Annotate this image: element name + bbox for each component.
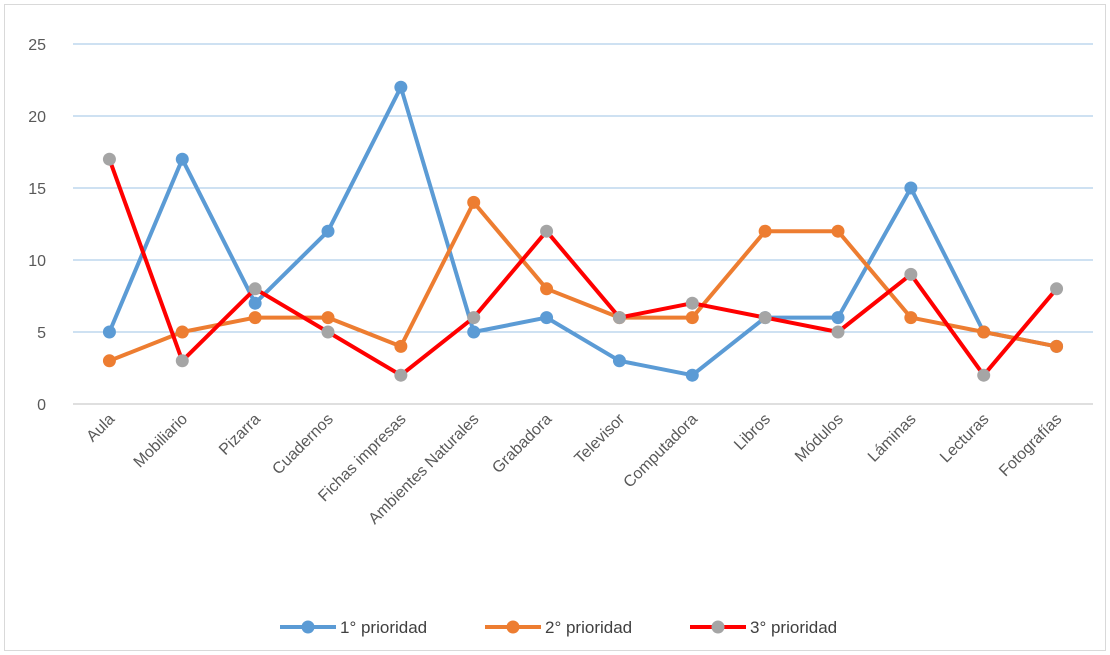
legend-item: 3° prioridad <box>690 618 837 637</box>
data-point <box>394 80 408 94</box>
data-point <box>102 152 116 166</box>
series-line <box>107 200 1059 363</box>
data-point <box>904 181 918 195</box>
data-point <box>758 311 772 325</box>
legend-marker <box>301 620 315 634</box>
x-tick-label: Aula <box>84 411 119 446</box>
legend-marker <box>506 620 520 634</box>
data-point <box>394 368 408 382</box>
legend-label: 2° prioridad <box>545 618 632 637</box>
x-tick-label: Libros <box>731 411 774 454</box>
legend: 1° prioridad 2° prioridad 3° prioridad <box>280 618 837 637</box>
data-point <box>612 311 626 325</box>
y-tick-label: 25 <box>28 37 46 54</box>
data-point <box>321 311 335 325</box>
data-point <box>467 325 481 339</box>
data-point <box>977 368 991 382</box>
data-point <box>467 195 481 209</box>
legend-item: 1° prioridad <box>280 618 427 637</box>
data-point <box>321 224 335 238</box>
data-point <box>394 339 408 353</box>
data-point <box>248 311 262 325</box>
data-point <box>102 325 116 339</box>
series-3 <box>102 152 1064 382</box>
data-point <box>685 311 699 325</box>
data-point <box>831 224 845 238</box>
gridlines <box>73 43 1093 405</box>
legend-label: 1° prioridad <box>340 618 427 637</box>
x-tick-label: Fotografías <box>996 411 1065 480</box>
data-point <box>321 325 335 339</box>
series-lines <box>102 80 1064 382</box>
x-tick-label: Módulos <box>792 411 847 466</box>
data-point <box>758 224 772 238</box>
data-point <box>248 296 262 310</box>
x-tick-label: Computadora <box>621 411 702 492</box>
data-point <box>904 311 918 325</box>
data-point <box>248 282 262 296</box>
series-2 <box>102 195 1064 368</box>
data-point <box>467 311 481 325</box>
x-tick-label: Mobiliario <box>131 411 192 472</box>
y-tick-label: 20 <box>28 109 46 126</box>
data-point <box>540 282 554 296</box>
y-tick-label: 5 <box>37 325 46 342</box>
data-point <box>612 354 626 368</box>
data-point <box>904 267 918 281</box>
x-tick-label: Cuadernos <box>269 411 336 478</box>
data-point <box>540 311 554 325</box>
series-line <box>107 157 1059 378</box>
y-tick-label: 15 <box>28 181 46 198</box>
data-point <box>540 224 554 238</box>
data-point <box>831 311 845 325</box>
data-point <box>175 354 189 368</box>
legend-label: 3° prioridad <box>750 618 837 637</box>
chart-area <box>4 4 1106 651</box>
data-point <box>977 325 991 339</box>
data-point <box>831 325 845 339</box>
x-tick-label: Lecturas <box>937 411 992 466</box>
legend-marker <box>711 620 725 634</box>
x-tick-label: Láminas <box>865 411 920 466</box>
y-tick-label: 0 <box>37 397 46 414</box>
data-point <box>1050 339 1064 353</box>
series-line <box>107 85 1059 378</box>
data-point <box>175 325 189 339</box>
series-1 <box>102 80 1064 382</box>
x-tick-label: Grabadora <box>489 411 555 477</box>
x-tick-label: Televisor <box>572 410 629 467</box>
data-point <box>685 296 699 310</box>
legend-item: 2° prioridad <box>485 618 632 637</box>
data-point <box>685 368 699 382</box>
y-tick-label: 10 <box>28 253 46 270</box>
data-point <box>102 354 116 368</box>
y-axis-tick-labels: 0 5 10 15 20 25 <box>28 37 46 414</box>
data-point <box>175 152 189 166</box>
x-tick-label: Pizarra <box>216 411 264 459</box>
data-point <box>1050 282 1064 296</box>
